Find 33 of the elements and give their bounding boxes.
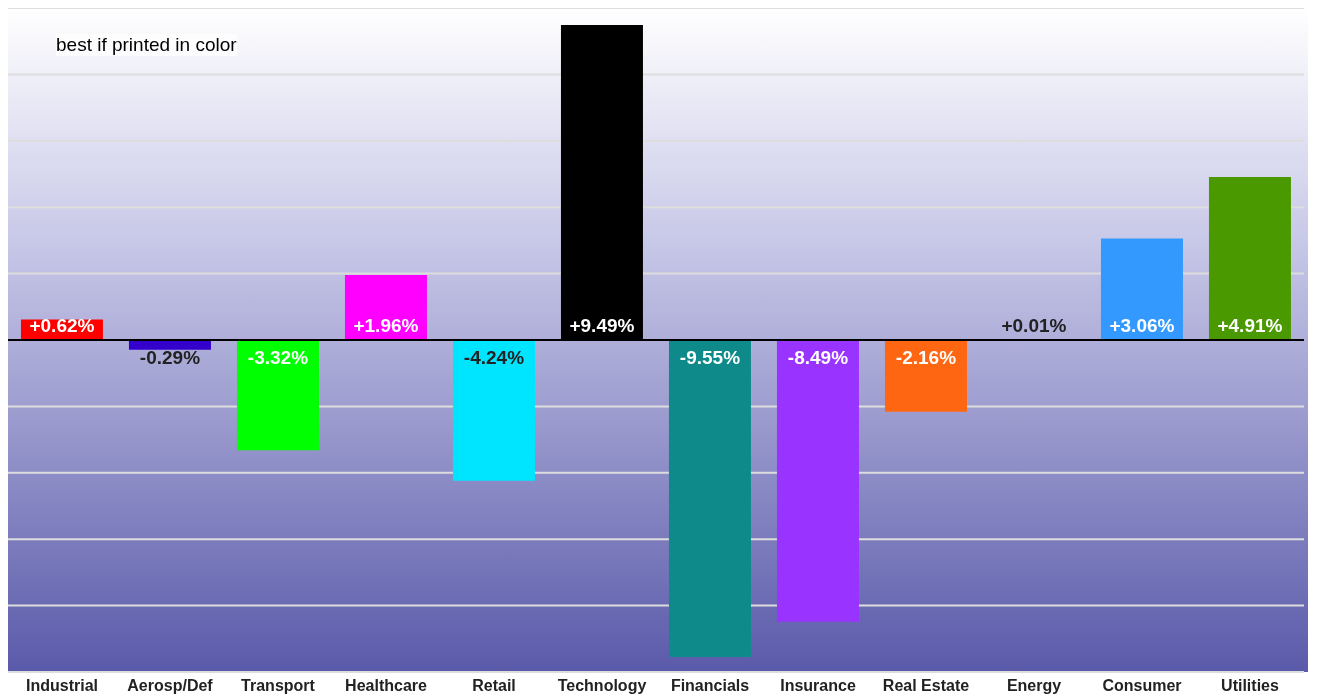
bar — [1100, 238, 1183, 340]
data-label: +4.91% — [1217, 315, 1283, 336]
data-label: +3.06% — [1109, 315, 1175, 336]
bar — [668, 340, 751, 658]
data-label: +9.49% — [569, 315, 635, 336]
bar — [236, 340, 319, 451]
x-tick-label: Industrial — [25, 677, 99, 695]
data-label: -3.32% — [247, 347, 309, 368]
x-tick-label: Utilities — [1221, 677, 1279, 695]
x-tick-label: Retail — [472, 677, 516, 695]
data-label: -0.29% — [139, 347, 201, 368]
x-tick-label: Aerosp/Def — [127, 677, 214, 695]
bar — [776, 340, 859, 622]
x-tick-label: Energy — [1006, 677, 1062, 695]
data-label: +0.01% — [1001, 315, 1067, 336]
bar — [1208, 176, 1291, 340]
bar — [452, 340, 535, 481]
x-tick-label: Real Estate — [882, 677, 970, 695]
x-tick-label: Consumer — [1102, 677, 1182, 695]
annotation: best if printed in color — [56, 34, 237, 56]
data-label: -2.16% — [895, 347, 957, 368]
x-tick-label: Financials — [670, 677, 750, 695]
data-label: +1.96% — [353, 315, 419, 336]
data-label: -4.24% — [463, 347, 525, 368]
x-tick-label: Technology — [557, 677, 647, 695]
bar — [128, 340, 211, 350]
x-tick-label: Insurance — [780, 677, 856, 695]
data-label: +0.62% — [29, 315, 95, 336]
data-label: -8.49% — [787, 347, 849, 368]
x-tick-label: Healthcare — [345, 677, 428, 695]
data-label: -9.55% — [679, 347, 741, 368]
bar — [884, 340, 967, 412]
x-tick-label: Transport — [241, 677, 316, 695]
